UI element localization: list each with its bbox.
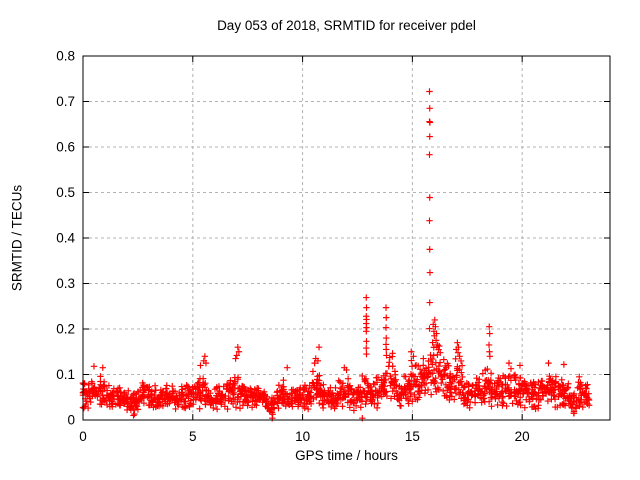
y-tick-label: 0.6 <box>56 140 75 155</box>
y-tick-label: 0 <box>67 413 75 428</box>
data-point-marker <box>362 303 371 312</box>
data-point-marker <box>425 132 434 141</box>
data-point-marker <box>560 360 568 369</box>
data-point-marker <box>453 338 462 347</box>
data-point-marker <box>98 363 107 372</box>
y-tick-label: 0.3 <box>56 276 75 291</box>
data-point-marker <box>331 384 340 392</box>
data-point-marker <box>232 403 240 412</box>
x-tick-label: 20 <box>515 429 530 444</box>
data-point-marker <box>411 362 420 370</box>
data-point-marker <box>486 352 494 361</box>
data-point-marker <box>544 359 553 367</box>
data-point-marker <box>374 399 382 407</box>
data-point-marker <box>151 381 159 390</box>
data-point-marker <box>557 376 566 384</box>
y-tick-label: 0.7 <box>56 94 75 109</box>
data-point-marker <box>507 364 515 373</box>
data-point-marker <box>485 329 494 338</box>
data-point-marker <box>429 351 438 360</box>
data-point-marker <box>425 216 434 225</box>
data-point-marker <box>426 118 434 127</box>
data-point-marker <box>309 367 317 376</box>
data-point-marker <box>579 403 587 411</box>
data-point-marker <box>382 323 390 332</box>
data-point-marker <box>505 359 513 367</box>
data-point-marker <box>344 374 352 383</box>
data-point-marker <box>397 402 405 410</box>
y-tick-label: 0.2 <box>56 322 75 337</box>
data-point-marker <box>362 337 371 346</box>
chart-title: Day 053 of 2018, SRMTID for receiver pde… <box>217 18 476 33</box>
data-point-marker <box>234 343 242 351</box>
data-point-marker <box>471 398 479 407</box>
data-point-marker <box>283 363 291 372</box>
tick-labels: 0 5 10 15 20 0 0.1 0.2 0.3 0.4 0.5 0.6 0.7 0.8 <box>56 49 529 445</box>
data-point-marker <box>362 327 371 336</box>
data-point-marker <box>425 104 434 113</box>
data-point-marker <box>534 401 543 410</box>
grid-lines <box>83 56 610 420</box>
data-point-marker <box>356 403 365 412</box>
data-point-marker <box>426 268 434 277</box>
data-point-marker <box>382 303 390 312</box>
y-tick-label: 0.5 <box>56 185 75 200</box>
y-tick-label: 0.1 <box>56 367 75 382</box>
data-points <box>79 87 593 422</box>
data-point-marker <box>436 358 444 367</box>
y-tick-label: 0.4 <box>56 231 75 246</box>
data-point-marker <box>425 245 434 254</box>
data-point-marker <box>382 334 391 342</box>
data-point-marker <box>382 313 391 322</box>
data-point-marker <box>162 384 170 393</box>
data-point-marker <box>430 316 439 324</box>
data-point-marker <box>90 362 98 371</box>
data-point-marker <box>391 371 399 379</box>
data-point-marker <box>487 369 495 378</box>
data-point-marker <box>196 361 205 370</box>
data-point-marker <box>440 355 448 364</box>
data-point-marker <box>425 193 434 202</box>
y-tick-label: 0.8 <box>56 49 75 64</box>
data-point-marker <box>425 150 434 159</box>
data-point-marker <box>439 387 447 395</box>
data-point-marker <box>362 350 371 358</box>
data-point-marker <box>279 376 288 384</box>
data-point-marker <box>236 404 244 413</box>
data-point-marker <box>425 298 434 307</box>
data-point-marker <box>362 344 371 352</box>
data-point-marker <box>485 341 493 349</box>
x-axis-label: GPS time / hours <box>295 448 398 463</box>
data-point-marker <box>384 362 393 371</box>
data-point-marker <box>304 405 312 413</box>
data-point-marker <box>213 405 221 413</box>
data-point-marker <box>129 411 138 420</box>
data-point-marker <box>319 404 327 412</box>
data-point-marker <box>195 404 204 413</box>
data-point-marker <box>425 87 434 96</box>
data-point-marker <box>458 361 466 370</box>
data-point-marker <box>382 345 391 354</box>
x-tick-label: 15 <box>405 429 420 444</box>
data-point-marker <box>231 354 240 363</box>
data-point-marker <box>201 352 209 361</box>
data-point-marker <box>315 343 323 351</box>
x-tick-label: 0 <box>79 429 87 444</box>
x-tick-label: 10 <box>295 429 310 444</box>
x-tick-label: 5 <box>189 429 197 444</box>
data-point-marker <box>362 293 371 302</box>
data-point-marker <box>100 377 108 386</box>
data-point-marker <box>162 381 171 390</box>
axis-ticks <box>82 55 610 421</box>
